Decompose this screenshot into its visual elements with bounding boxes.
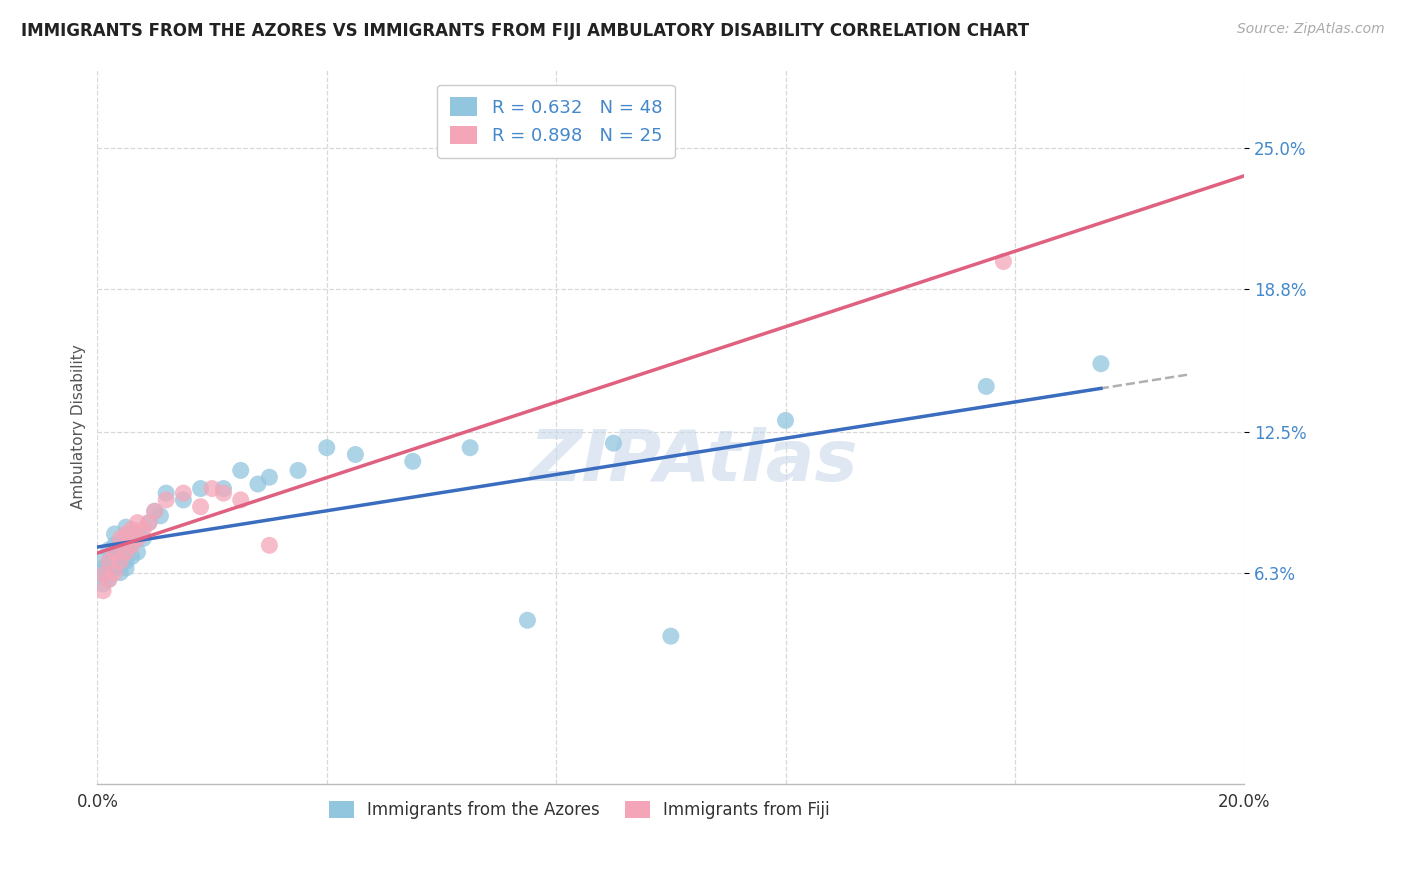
Point xyxy=(1090,357,1112,371)
Text: IMMIGRANTS FROM THE AZORES VS IMMIGRANTS FROM FIJI AMBULATORY DISABILITY CORRELA: IMMIGRANTS FROM THE AZORES VS IMMIGRANTS… xyxy=(21,22,1029,40)
Point xyxy=(115,545,138,559)
Point xyxy=(121,523,143,537)
Point xyxy=(97,573,120,587)
Point xyxy=(103,566,125,580)
Point xyxy=(259,470,281,484)
Point xyxy=(259,538,281,552)
Point xyxy=(103,545,125,559)
Point xyxy=(132,523,155,537)
Point xyxy=(121,536,143,550)
Point xyxy=(115,532,138,546)
Point xyxy=(172,492,194,507)
Point xyxy=(287,463,309,477)
Point xyxy=(201,482,224,496)
Point xyxy=(659,629,682,643)
Point xyxy=(149,508,172,523)
Text: Source: ZipAtlas.com: Source: ZipAtlas.com xyxy=(1237,22,1385,37)
Point xyxy=(103,554,125,568)
Point xyxy=(212,482,235,496)
Point xyxy=(110,558,132,573)
Point xyxy=(974,379,997,393)
Point xyxy=(127,545,149,559)
Legend: Immigrants from the Azores, Immigrants from Fiji: Immigrants from the Azores, Immigrants f… xyxy=(322,794,837,825)
Point xyxy=(402,454,425,468)
Point xyxy=(115,545,138,559)
Point xyxy=(103,538,125,552)
Point xyxy=(138,516,160,530)
Point xyxy=(115,561,138,575)
Point xyxy=(190,500,212,514)
Point xyxy=(315,441,337,455)
Point xyxy=(516,613,538,627)
Point xyxy=(110,552,132,566)
Point xyxy=(246,477,269,491)
Point xyxy=(155,492,177,507)
Point xyxy=(121,538,143,552)
Point xyxy=(190,482,212,496)
Point xyxy=(91,583,114,598)
Point xyxy=(138,516,160,530)
Point xyxy=(143,504,166,518)
Point xyxy=(115,520,138,534)
Point xyxy=(97,542,120,557)
Point xyxy=(97,566,120,580)
Point xyxy=(344,448,367,462)
Point xyxy=(110,566,132,580)
Point xyxy=(458,441,481,455)
Text: ZIPAtlas: ZIPAtlas xyxy=(530,427,858,496)
Point xyxy=(775,413,797,427)
Point xyxy=(172,486,194,500)
Point xyxy=(143,504,166,518)
Y-axis label: Ambulatory Disability: Ambulatory Disability xyxy=(72,343,86,508)
Point xyxy=(127,532,149,546)
Point xyxy=(91,554,114,568)
Point xyxy=(110,554,132,568)
Point xyxy=(229,463,252,477)
Point xyxy=(91,577,114,591)
Point xyxy=(103,548,125,562)
Point xyxy=(155,486,177,500)
Point xyxy=(91,567,114,582)
Point xyxy=(97,557,120,571)
Point xyxy=(229,492,252,507)
Point xyxy=(115,554,138,568)
Point xyxy=(115,527,138,541)
Point xyxy=(127,516,149,530)
Point xyxy=(91,561,114,575)
Point xyxy=(110,532,132,546)
Point xyxy=(97,573,120,587)
Point xyxy=(103,527,125,541)
Point xyxy=(97,554,120,568)
Point xyxy=(993,254,1015,268)
Point xyxy=(110,541,132,555)
Point xyxy=(103,561,125,575)
Point xyxy=(127,527,149,541)
Point xyxy=(132,532,155,546)
Point xyxy=(212,486,235,500)
Point xyxy=(602,436,624,450)
Point xyxy=(121,549,143,564)
Point xyxy=(91,567,114,582)
